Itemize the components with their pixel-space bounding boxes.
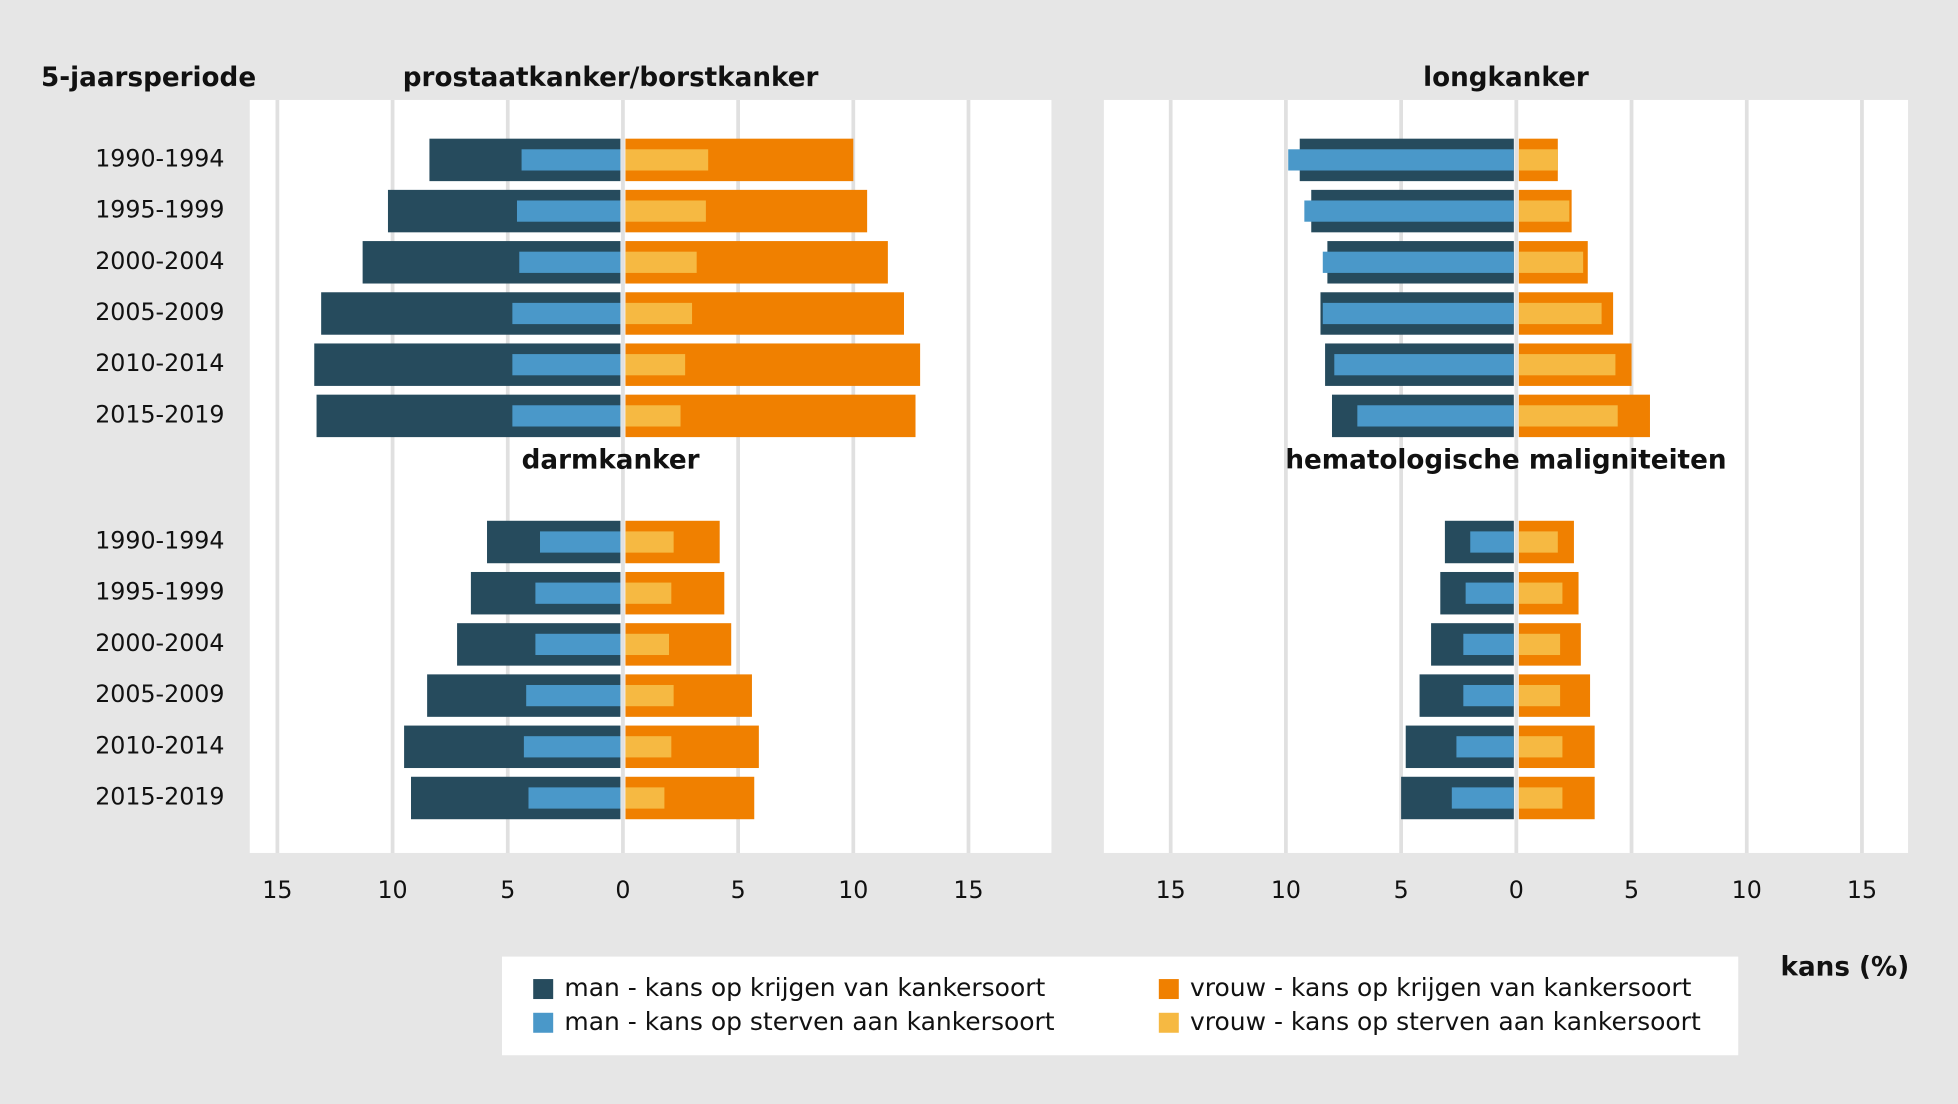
bar bbox=[1322, 302, 1514, 325]
grid: 15 10 5 0 5 10 15 15 10 5 0 5 10 15 bbox=[262, 99, 1877, 904]
bar bbox=[625, 405, 681, 427]
bar bbox=[625, 736, 672, 758]
axis-label: kans (%) bbox=[1781, 952, 1910, 982]
bar bbox=[1322, 251, 1514, 273]
legend-label: vrouw - kans op sterven aan kankersoort bbox=[1190, 1007, 1701, 1036]
bar bbox=[1334, 354, 1514, 376]
y-tick-label: 2000-2004 bbox=[95, 247, 224, 275]
panel-title: longkanker bbox=[1423, 63, 1589, 93]
x-tick-label: 15 bbox=[1847, 876, 1877, 904]
x-tick-label: 5 bbox=[1624, 876, 1639, 904]
bar bbox=[540, 531, 621, 553]
x-tick-label: 10 bbox=[838, 876, 868, 904]
bar bbox=[1357, 405, 1514, 427]
bar bbox=[516, 200, 621, 222]
bar bbox=[1463, 633, 1514, 656]
y-tick-label: 2015-2019 bbox=[95, 782, 224, 810]
legend bbox=[501, 956, 1739, 1056]
row-header: 5-jaarsperiode bbox=[41, 63, 256, 93]
bar bbox=[625, 302, 693, 325]
bar bbox=[535, 633, 621, 656]
x-tick-label: 5 bbox=[731, 876, 746, 904]
x-tick-label: 10 bbox=[1732, 876, 1762, 904]
x-tick-label: 15 bbox=[953, 876, 983, 904]
x-tick-label: 5 bbox=[1394, 876, 1409, 904]
legend-label: man - kans op krijgen van kankersoort bbox=[564, 973, 1045, 1002]
x-tick-label: 10 bbox=[377, 876, 407, 904]
y-tick-label: 2015-2019 bbox=[95, 400, 224, 428]
bar bbox=[1288, 149, 1514, 171]
bar bbox=[1465, 582, 1514, 604]
bar bbox=[519, 251, 621, 273]
legend-swatch bbox=[1158, 1012, 1179, 1033]
bar bbox=[1518, 787, 1563, 809]
bar bbox=[625, 200, 706, 222]
y-tick-label: 2010-2014 bbox=[95, 349, 224, 377]
y-tick-label: 2010-2014 bbox=[95, 731, 224, 759]
legend-label: vrouw - kans op krijgen van kankersoort bbox=[1190, 973, 1692, 1002]
bar bbox=[521, 149, 621, 171]
bar bbox=[1463, 684, 1514, 707]
panel-title: darmkanker bbox=[522, 445, 700, 475]
bar bbox=[523, 736, 621, 758]
bar bbox=[1518, 251, 1584, 273]
x-tick-label: 0 bbox=[1509, 876, 1524, 904]
x-tick-label: 15 bbox=[262, 876, 292, 904]
bar bbox=[625, 633, 670, 656]
bar bbox=[1518, 684, 1561, 707]
bar bbox=[512, 354, 621, 376]
y-tick-label: 1990-1994 bbox=[95, 144, 224, 172]
y-tick-label: 2005-2009 bbox=[95, 680, 224, 708]
y-tick-label: 2005-2009 bbox=[95, 298, 224, 326]
bar bbox=[1518, 405, 1618, 427]
legend-items: man - kans op krijgen van kankersoort man… bbox=[533, 973, 1701, 1036]
legend-swatch bbox=[1158, 979, 1179, 1000]
bar bbox=[1518, 582, 1563, 604]
bar bbox=[1518, 354, 1616, 376]
bar bbox=[1518, 302, 1602, 325]
bar bbox=[1304, 200, 1514, 222]
x-tick-label: 15 bbox=[1156, 876, 1186, 904]
bar bbox=[526, 684, 621, 707]
bar bbox=[1518, 531, 1558, 553]
bar bbox=[625, 149, 709, 171]
legend-label: man - kans op sterven aan kankersoort bbox=[564, 1007, 1054, 1036]
x-tick-label: 0 bbox=[615, 876, 630, 904]
bar bbox=[625, 787, 665, 809]
x-tick-label: 5 bbox=[500, 876, 515, 904]
bars: prostaatkanker/borstkanker 1990-1994 1995-… bbox=[95, 63, 1727, 820]
bar bbox=[1518, 200, 1570, 222]
bar bbox=[528, 787, 621, 809]
bar bbox=[535, 582, 621, 604]
bar bbox=[625, 354, 686, 376]
bar bbox=[512, 302, 621, 325]
bar bbox=[625, 531, 674, 553]
bar bbox=[1470, 531, 1514, 553]
panel-title: prostaatkanker/borstkanker bbox=[403, 63, 819, 93]
bar bbox=[625, 582, 672, 604]
bar bbox=[1518, 149, 1558, 171]
bar bbox=[1456, 736, 1514, 758]
bar bbox=[1518, 633, 1561, 656]
x-tick-label: 10 bbox=[1271, 876, 1301, 904]
bar bbox=[625, 684, 674, 707]
bar bbox=[625, 251, 697, 273]
bar bbox=[1451, 787, 1514, 809]
legend-swatch bbox=[533, 1012, 554, 1033]
y-tick-label: 2000-2004 bbox=[95, 629, 224, 657]
bar bbox=[1518, 736, 1563, 758]
bar bbox=[512, 405, 621, 427]
y-tick-label: 1995-1999 bbox=[95, 578, 224, 606]
y-tick-label: 1995-1999 bbox=[95, 196, 224, 224]
y-tick-label: 1990-1994 bbox=[95, 527, 224, 555]
panel-title: hematologische maligniteiten bbox=[1285, 445, 1726, 475]
legend-swatch bbox=[533, 979, 554, 1000]
